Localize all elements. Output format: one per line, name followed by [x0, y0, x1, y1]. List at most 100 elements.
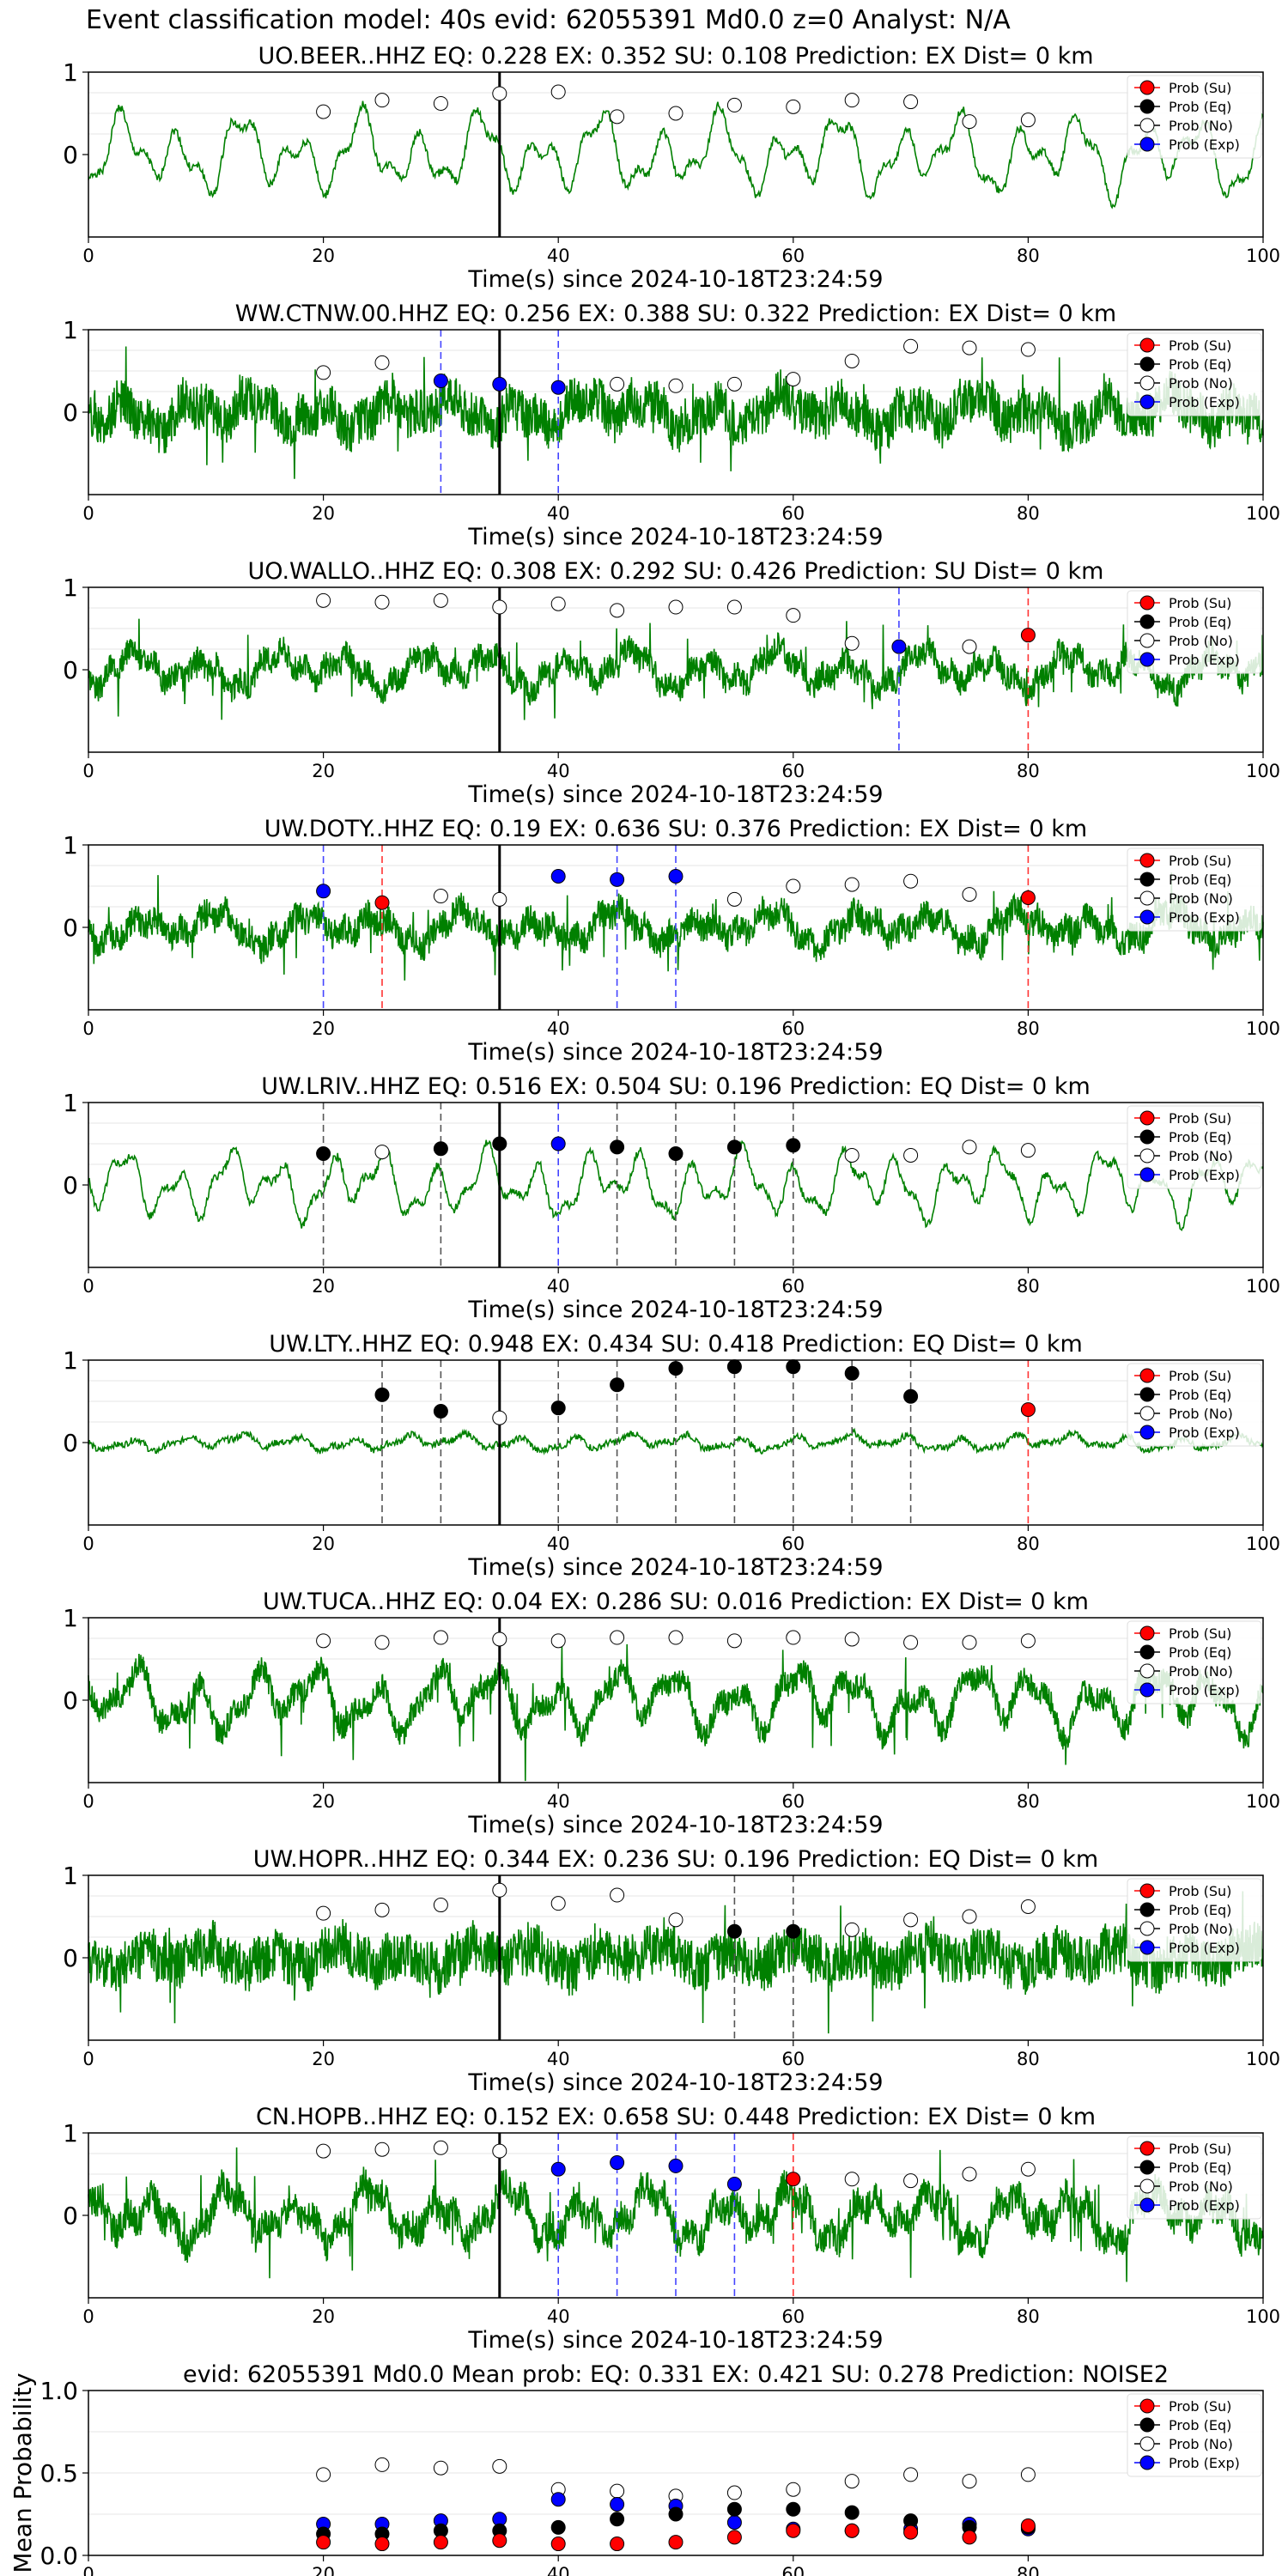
- y-tick-label: 1.0: [39, 2377, 78, 2405]
- waveform-trace: [88, 1891, 1264, 2034]
- panel-2-legend-marker-no: [1139, 375, 1155, 391]
- prob-marker-no: [844, 635, 860, 651]
- mean-prob-marker-su: [726, 2530, 742, 2545]
- panel-2-legend-label-no: Prob (No): [1169, 375, 1233, 392]
- prob-marker-no: [903, 873, 919, 889]
- panel-5-legend-label-su: Prob (Su): [1169, 1110, 1231, 1127]
- prob-marker-no: [610, 109, 625, 125]
- prob-marker-no: [1020, 1143, 1036, 1158]
- prob-marker-no: [726, 891, 742, 907]
- x-tick-label: 20: [312, 1018, 335, 1039]
- mean-prob-marker-no: [1020, 2467, 1036, 2482]
- prob-marker-exp: [610, 872, 625, 887]
- x-tick-label: 0: [82, 2306, 94, 2327]
- y-tick-label: 0: [63, 141, 78, 169]
- panel-9-legend-marker-no: [1139, 2178, 1155, 2194]
- x-axis-label: Time(s) since 2024-10-18T23:24:59: [467, 1039, 883, 1066]
- mean-prob-marker-eq: [668, 2506, 683, 2522]
- waveform-trace: [88, 1643, 1264, 1782]
- prob-marker-no: [374, 1902, 390, 1917]
- plot-area: [88, 72, 1263, 237]
- mean-prob-marker-no: [903, 2467, 919, 2482]
- prob-marker-no: [962, 639, 977, 654]
- y-tick-label: 0.0: [39, 2542, 78, 2570]
- panel-4-legend-marker-eq: [1139, 872, 1155, 887]
- plot-area: [88, 330, 1263, 495]
- panel-7-legend-label-no: Prob (No): [1169, 1663, 1233, 1680]
- panel-4-legend-box: [1127, 848, 1262, 932]
- waveform-trace: [88, 346, 1264, 479]
- prob-marker-no: [962, 340, 977, 355]
- prob-marker-no: [962, 2166, 977, 2182]
- panel-5-legend-marker-exp: [1139, 1167, 1155, 1182]
- x-tick-label: 80: [1017, 2049, 1040, 2069]
- x-tick-label: 40: [547, 246, 570, 266]
- x-axis-label: Time(s) since 2024-10-18T23:24:59: [467, 1297, 883, 1323]
- prob-marker-eq: [726, 1359, 742, 1375]
- panel-5: UW.LRIV..HHZ EQ: 0.516 EX: 0.504 SU: 0.1…: [63, 1073, 1280, 1323]
- x-tick-label: 100: [1246, 761, 1280, 781]
- panel-2-legend-marker-exp: [1139, 394, 1155, 410]
- panel-6-legend-marker-su: [1139, 1368, 1155, 1383]
- x-tick-label: 20: [312, 2049, 335, 2069]
- panel-6: UW.LTY..HHZ EQ: 0.948 EX: 0.434 SU: 0.41…: [63, 1331, 1280, 1581]
- prob-marker-no: [668, 1912, 683, 1928]
- prob-marker-no: [1020, 1633, 1036, 1649]
- panel-8-legend-marker-su: [1139, 1883, 1155, 1899]
- y-tick-label: 0: [63, 2202, 78, 2230]
- prob-marker-eq: [726, 1923, 742, 1939]
- prob-marker-eq: [786, 1923, 801, 1939]
- panel-10-legend-label-exp: Prob (Exp): [1169, 2455, 1240, 2471]
- x-tick-label: 20: [312, 1276, 335, 1297]
- panel-1: UO.BEER..HHZ EQ: 0.228 EX: 0.352 SU: 0.1…: [63, 43, 1280, 293]
- panel-6-legend-label-eq: Prob (Eq): [1169, 1387, 1231, 1403]
- mean-prob-marker-no: [433, 2460, 448, 2476]
- x-tick-label: 20: [312, 2306, 335, 2327]
- y-tick-label: 0: [63, 1686, 78, 1715]
- panel-2-legend-marker-su: [1139, 337, 1155, 353]
- panel-10-legend-marker-no: [1139, 2436, 1155, 2451]
- x-tick-label: 60: [781, 761, 805, 781]
- panel-title: UW.DOTY..HHZ EQ: 0.19 EX: 0.636 SU: 0.37…: [264, 816, 1087, 842]
- prob-marker-no: [786, 608, 801, 623]
- panel-9-legend-label-su: Prob (Su): [1169, 2141, 1231, 2157]
- mean-prob-marker-no: [374, 2457, 390, 2472]
- prob-marker-no: [962, 1139, 977, 1155]
- mean-prob-marker-eq: [550, 2519, 566, 2535]
- panel-title: UW.TUCA..HHZ EQ: 0.04 EX: 0.286 SU: 0.01…: [263, 1589, 1089, 1615]
- panel-6-legend-label-exp: Prob (Exp): [1169, 1425, 1240, 1441]
- panel-9-legend-label-exp: Prob (Exp): [1169, 2197, 1240, 2214]
- prob-marker-no: [786, 1630, 801, 1645]
- prob-marker-exp: [550, 1136, 566, 1151]
- panel-4: UW.DOTY..HHZ EQ: 0.19 EX: 0.636 SU: 0.37…: [63, 816, 1280, 1066]
- x-tick-label: 0: [82, 1018, 94, 1039]
- prob-marker-no: [1020, 342, 1036, 357]
- x-tick-label: 20: [312, 761, 335, 781]
- y-tick-label: 1: [63, 1862, 78, 1890]
- mean-prob-marker-su: [610, 2537, 625, 2552]
- prob-marker-no: [433, 95, 448, 111]
- panel-10-legend-label-su: Prob (Su): [1169, 2398, 1231, 2415]
- panel-2-legend-box: [1127, 332, 1262, 416]
- prob-marker-su: [786, 2172, 801, 2187]
- x-tick-label: 100: [1246, 1276, 1280, 1297]
- prob-marker-eq: [492, 1136, 507, 1151]
- panel-title: UW.LRIV..HHZ EQ: 0.516 EX: 0.504 SU: 0.1…: [261, 1073, 1091, 1100]
- prob-marker-exp: [668, 868, 683, 884]
- panel-7-legend-marker-su: [1139, 1625, 1155, 1641]
- prob-marker-no: [374, 1635, 390, 1650]
- panel-3-legend-box: [1127, 590, 1262, 674]
- panel-2-legend-label-su: Prob (Su): [1169, 337, 1231, 354]
- prob-marker-no: [374, 1145, 390, 1160]
- x-tick-label: 80: [1017, 2306, 1040, 2327]
- prob-marker-no: [433, 1898, 448, 1913]
- prob-marker-no: [668, 106, 683, 121]
- prob-marker-eq: [374, 1387, 390, 1402]
- y-tick-label: 0: [63, 656, 78, 684]
- x-tick-label: 100: [1246, 2049, 1280, 2069]
- panel-3-legend-label-no: Prob (No): [1169, 633, 1233, 649]
- panel-6-legend-label-su: Prob (Su): [1169, 1368, 1231, 1384]
- prob-marker-no: [374, 93, 390, 108]
- mean-prob-marker-no: [316, 2467, 331, 2482]
- prob-marker-eq: [786, 1359, 801, 1375]
